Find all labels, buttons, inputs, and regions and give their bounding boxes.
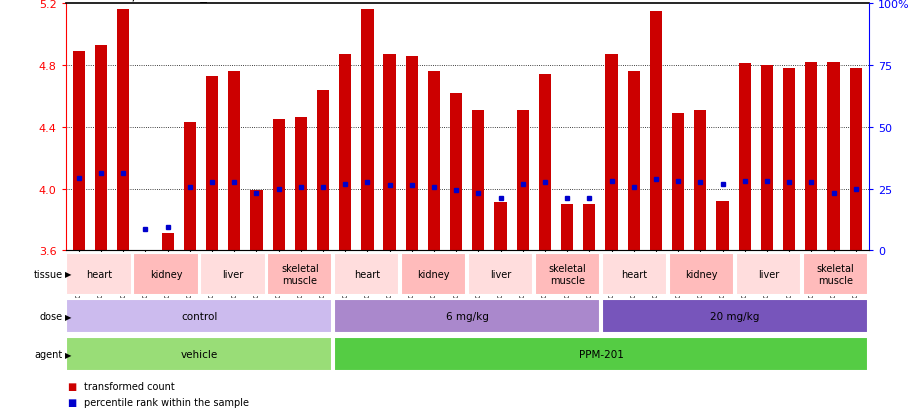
Bar	[383, 55, 396, 251]
Bar	[134, 253, 198, 295]
Text: heart: heart	[86, 269, 112, 279]
Text: heart: heart	[622, 269, 648, 279]
Bar	[535, 253, 601, 295]
Bar	[827, 63, 840, 251]
Text: kidney: kidney	[418, 269, 450, 279]
Text: ▶: ▶	[65, 312, 71, 321]
Text: 6 mg/kg: 6 mg/kg	[446, 311, 489, 321]
Text: control: control	[181, 311, 217, 321]
Bar	[605, 55, 618, 251]
Text: skeletal
muscle: skeletal muscle	[549, 263, 587, 285]
Bar	[739, 64, 751, 251]
Bar	[561, 204, 573, 251]
Text: agent: agent	[35, 349, 63, 359]
Bar	[200, 253, 266, 295]
Bar	[716, 202, 729, 251]
Bar	[206, 76, 218, 251]
Bar	[669, 253, 734, 295]
Bar	[295, 118, 307, 251]
Bar	[694, 110, 706, 251]
Bar	[250, 190, 262, 251]
Bar	[672, 114, 684, 251]
Bar	[117, 10, 129, 251]
Bar	[805, 63, 817, 251]
Text: kidney: kidney	[685, 269, 718, 279]
Bar	[602, 299, 868, 333]
Text: PPM-201: PPM-201	[579, 349, 623, 359]
Bar	[406, 57, 418, 251]
Bar	[401, 253, 467, 295]
Bar	[334, 337, 868, 371]
Bar	[761, 66, 774, 251]
Text: skeletal
muscle: skeletal muscle	[816, 263, 854, 285]
Bar	[450, 93, 462, 251]
Text: tissue: tissue	[34, 269, 63, 279]
Bar	[272, 120, 285, 251]
Bar	[472, 110, 484, 251]
Bar	[161, 234, 174, 251]
Bar	[184, 123, 196, 251]
Text: ■: ■	[67, 381, 76, 391]
Bar	[517, 110, 529, 251]
Text: heart: heart	[354, 269, 379, 279]
Text: liver: liver	[222, 269, 244, 279]
Bar	[783, 69, 795, 251]
Bar	[339, 55, 351, 251]
Text: liver: liver	[490, 269, 511, 279]
Bar	[468, 253, 533, 295]
Bar	[583, 204, 595, 251]
Bar	[539, 75, 551, 251]
Text: skeletal
muscle: skeletal muscle	[281, 263, 318, 285]
Text: dose: dose	[40, 311, 63, 321]
Text: transformed count: transformed count	[84, 381, 175, 391]
Text: vehicle: vehicle	[181, 349, 218, 359]
Bar	[139, 251, 152, 265]
Text: percentile rank within the sample: percentile rank within the sample	[84, 397, 248, 407]
Bar	[428, 72, 440, 251]
Text: liver: liver	[758, 269, 779, 279]
Bar	[850, 69, 862, 251]
Bar	[736, 253, 801, 295]
Bar	[317, 90, 329, 251]
Text: kidney: kidney	[150, 269, 182, 279]
Bar	[334, 299, 601, 333]
Bar	[602, 253, 667, 295]
Bar	[66, 253, 132, 295]
Bar	[361, 10, 373, 251]
Text: GDS4806 / 1420740_at: GDS4806 / 1420740_at	[66, 0, 220, 2]
Text: ▶: ▶	[65, 270, 71, 279]
Bar	[73, 52, 85, 251]
Bar	[494, 203, 507, 251]
Bar	[628, 72, 640, 251]
Bar	[334, 253, 399, 295]
Bar	[66, 299, 332, 333]
Bar	[803, 253, 868, 295]
Bar	[268, 253, 332, 295]
Text: ▶: ▶	[65, 350, 71, 359]
Bar	[650, 12, 662, 251]
Text: ■: ■	[67, 397, 76, 407]
Text: 20 mg/kg: 20 mg/kg	[711, 311, 760, 321]
Bar	[66, 337, 332, 371]
Bar	[95, 46, 107, 251]
Bar	[228, 72, 240, 251]
